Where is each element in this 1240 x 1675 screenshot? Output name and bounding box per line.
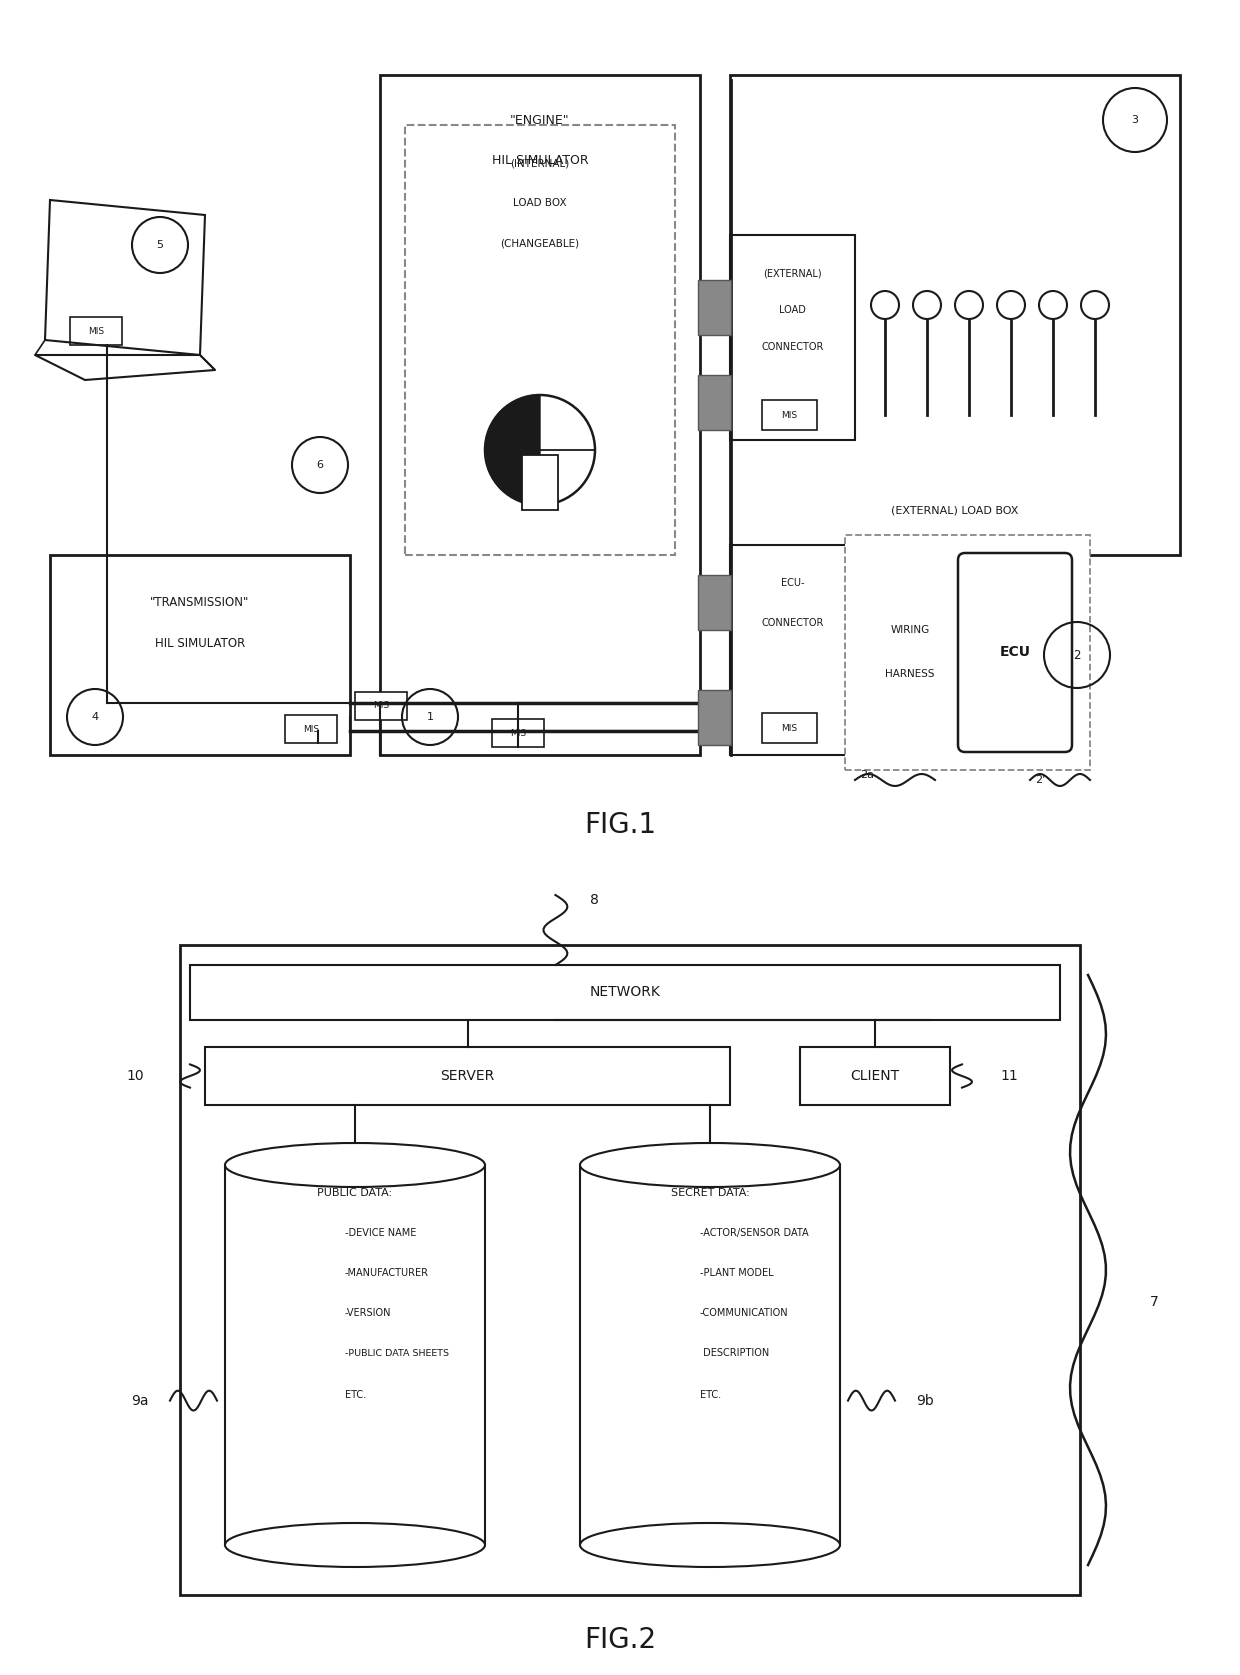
Text: MIS: MIS [303,725,319,734]
Text: -VERSION: -VERSION [345,1308,392,1318]
Text: WIRING: WIRING [890,625,930,635]
Ellipse shape [580,1142,839,1188]
Bar [522,456,558,509]
Bar [379,75,701,755]
Text: 8: 8 [590,893,599,906]
Text: HIL SIMULATOR: HIL SIMULATOR [492,154,588,166]
Bar [698,375,732,430]
Ellipse shape [224,1523,485,1568]
Text: HARNESS: HARNESS [885,670,935,680]
Bar [355,692,407,720]
Text: 2: 2 [1074,648,1081,662]
Text: CONNECTOR: CONNECTOR [761,342,823,352]
Bar [69,317,122,345]
Text: SERVER: SERVER [440,1069,495,1084]
Text: PUBLIC DATA:: PUBLIC DATA: [317,1188,393,1198]
Text: (EXTERNAL): (EXTERNAL) [763,268,822,278]
Bar [730,75,1180,554]
Polygon shape [224,1166,485,1544]
Text: 2a: 2a [861,770,874,781]
Text: DESCRIPTION: DESCRIPTION [701,1348,769,1358]
Text: ETC.: ETC. [701,1390,722,1400]
Bar [50,554,350,755]
Text: MIS: MIS [781,410,797,419]
Text: 7: 7 [1149,1295,1158,1310]
Bar [405,126,675,554]
Text: MIS: MIS [373,702,389,710]
Text: FIG.1: FIG.1 [584,811,656,839]
Text: 9a: 9a [131,1394,149,1407]
Text: NETWORK: NETWORK [589,985,661,1000]
Text: 2': 2' [1035,776,1045,786]
Text: MIS: MIS [781,724,797,732]
Text: ETC.: ETC. [345,1390,366,1400]
Bar [730,235,856,441]
Text: -PUBLIC DATA SHEETS: -PUBLIC DATA SHEETS [345,1348,449,1357]
Bar [698,280,732,335]
Bar [763,714,817,744]
Text: HIL SIMULATOR: HIL SIMULATOR [155,636,246,650]
Text: (INTERNAL): (INTERNAL) [511,157,569,168]
Bar [205,1047,730,1106]
Text: -MANUFACTURER: -MANUFACTURER [345,1268,429,1278]
Text: CONNECTOR: CONNECTOR [761,618,823,628]
FancyBboxPatch shape [959,553,1073,752]
Text: CLIENT: CLIENT [851,1069,899,1084]
Bar [800,1047,950,1106]
Text: (CHANGEABLE): (CHANGEABLE) [501,238,579,248]
Text: 4: 4 [92,712,98,722]
Bar [492,719,544,747]
Text: 1: 1 [427,712,434,722]
Text: -ACTOR/SENSOR DATA: -ACTOR/SENSOR DATA [701,1228,808,1238]
Text: -PLANT MODEL: -PLANT MODEL [701,1268,774,1278]
Bar [698,690,732,745]
Text: (EXTERNAL) LOAD BOX: (EXTERNAL) LOAD BOX [892,504,1019,514]
Ellipse shape [224,1142,485,1188]
Text: -COMMUNICATION: -COMMUNICATION [701,1308,789,1318]
Text: ECU: ECU [999,645,1030,660]
Bar [190,965,1060,1020]
Bar [844,534,1090,770]
Bar [730,544,856,755]
Text: 11: 11 [999,1069,1018,1084]
Text: SECRET DATA:: SECRET DATA: [671,1188,749,1198]
Ellipse shape [580,1523,839,1568]
Bar [698,575,732,630]
Text: ECU-: ECU- [781,578,805,588]
Text: "ENGINE": "ENGINE" [510,114,570,127]
Text: MIS: MIS [88,327,104,335]
Polygon shape [580,1166,839,1544]
Text: 6: 6 [316,461,324,471]
Bar [180,945,1080,1595]
Text: 10: 10 [126,1069,144,1084]
Bar [285,715,337,744]
Bar [763,400,817,430]
Bar [856,559,965,745]
Wedge shape [485,395,539,504]
Text: FIG.2: FIG.2 [584,1626,656,1653]
Text: -DEVICE NAME: -DEVICE NAME [345,1228,417,1238]
Text: 5: 5 [156,240,164,250]
Text: LOAD BOX: LOAD BOX [513,198,567,208]
Text: MIS: MIS [510,729,526,737]
Text: 3: 3 [1132,116,1138,126]
Text: "TRANSMISSION": "TRANSMISSION" [150,596,249,610]
Text: 9b: 9b [916,1394,934,1407]
Text: LOAD: LOAD [779,305,806,315]
